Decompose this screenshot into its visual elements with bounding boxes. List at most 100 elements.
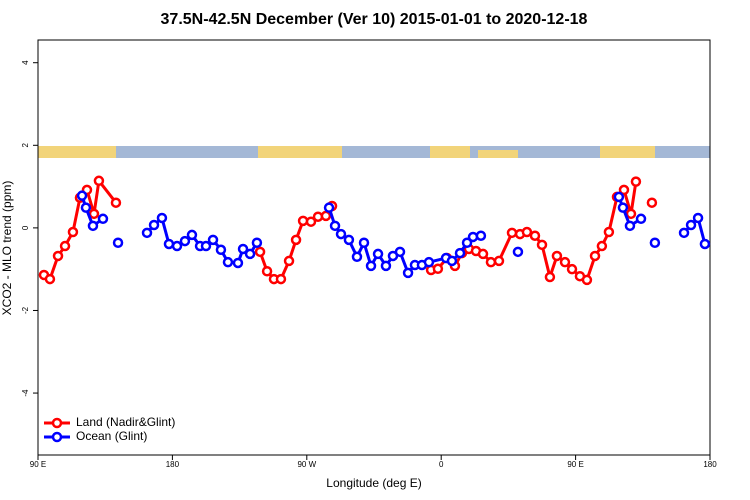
data-point bbox=[110, 197, 122, 208]
data-point bbox=[485, 256, 497, 268]
x-tick-label: 180 bbox=[703, 460, 717, 469]
y-tick-label: 0 bbox=[21, 225, 30, 230]
legend-label: Ocean (Glint) bbox=[76, 429, 147, 443]
legend-marker bbox=[51, 431, 63, 443]
data-point bbox=[254, 246, 266, 258]
land-patch bbox=[38, 146, 116, 158]
data-point bbox=[521, 226, 533, 238]
data-point bbox=[613, 191, 625, 203]
data-point bbox=[402, 267, 414, 279]
data-point bbox=[329, 220, 341, 232]
data-point bbox=[97, 213, 109, 225]
data-point bbox=[551, 250, 563, 262]
land-patch bbox=[600, 146, 655, 158]
data-point bbox=[536, 239, 548, 251]
data-point bbox=[67, 226, 79, 238]
y-axis-label: XCO2 - MLO trend (ppm) bbox=[0, 181, 14, 316]
data-point bbox=[625, 208, 637, 220]
data-point bbox=[52, 250, 64, 262]
data-point bbox=[446, 255, 458, 267]
data-point bbox=[112, 237, 124, 249]
data-point bbox=[305, 216, 317, 227]
data-point bbox=[461, 237, 473, 249]
data-point bbox=[171, 240, 183, 252]
data-point bbox=[335, 228, 347, 240]
data-point bbox=[566, 263, 578, 275]
data-point bbox=[617, 202, 629, 213]
data-point bbox=[423, 256, 435, 268]
data-point bbox=[261, 265, 273, 277]
data-point bbox=[148, 219, 160, 231]
data-point bbox=[275, 273, 287, 285]
data-point bbox=[237, 243, 249, 255]
y-tick-label: 4 bbox=[21, 60, 30, 65]
data-point bbox=[589, 250, 601, 262]
x-tick-label: 90 W bbox=[297, 460, 316, 469]
data-point bbox=[87, 220, 99, 232]
data-point bbox=[200, 240, 212, 252]
data-point bbox=[544, 271, 556, 283]
data-point bbox=[603, 226, 615, 238]
data-point bbox=[320, 210, 332, 222]
data-point bbox=[624, 220, 636, 232]
data-point bbox=[44, 273, 56, 285]
y-tick-label: -2 bbox=[21, 306, 30, 314]
legend-marker bbox=[51, 417, 63, 429]
data-point bbox=[365, 260, 377, 272]
data-point bbox=[581, 274, 593, 286]
data-point bbox=[80, 202, 92, 213]
data-point bbox=[358, 237, 370, 249]
data-point bbox=[394, 246, 406, 258]
legend-label: Land (Nadir&Glint) bbox=[76, 415, 175, 429]
data-point bbox=[232, 257, 244, 269]
y-tick-label: -4 bbox=[21, 389, 30, 397]
data-point bbox=[343, 234, 355, 246]
data-point bbox=[141, 227, 153, 239]
data-point bbox=[432, 263, 444, 275]
land-patch bbox=[258, 146, 342, 158]
x-axis-label: Longitude (deg E) bbox=[326, 476, 421, 490]
data-point bbox=[635, 213, 647, 225]
data-point bbox=[699, 238, 711, 250]
data-point bbox=[692, 212, 704, 224]
data-point bbox=[493, 255, 505, 267]
data-point bbox=[506, 227, 518, 239]
data-point bbox=[380, 260, 392, 272]
data-point bbox=[372, 248, 384, 260]
land-patch bbox=[478, 150, 518, 158]
data-point bbox=[207, 234, 219, 246]
data-point bbox=[88, 208, 100, 220]
x-tick-label: 180 bbox=[166, 460, 180, 469]
data-point bbox=[76, 190, 88, 201]
data-point bbox=[678, 227, 690, 239]
data-point bbox=[454, 247, 466, 259]
data-point bbox=[179, 235, 191, 247]
plot-frame bbox=[37, 39, 711, 456]
data-point bbox=[646, 197, 658, 208]
data-point bbox=[215, 244, 227, 256]
data-point bbox=[351, 251, 363, 263]
data-point bbox=[529, 230, 541, 241]
x-tick-label: 90 E bbox=[567, 460, 583, 469]
data-point bbox=[630, 176, 642, 187]
x-tick-label: 0 bbox=[439, 460, 444, 469]
data-point bbox=[290, 234, 302, 246]
land-ocean-strip bbox=[38, 146, 710, 158]
data-point bbox=[156, 212, 168, 224]
data-point bbox=[477, 248, 489, 260]
data-point bbox=[618, 184, 630, 196]
data-point bbox=[186, 229, 198, 241]
data-point bbox=[467, 231, 479, 243]
data-point bbox=[93, 175, 105, 187]
data-point bbox=[475, 230, 487, 241]
data-point bbox=[685, 219, 697, 231]
data-point bbox=[323, 202, 335, 213]
data-point bbox=[596, 240, 608, 252]
ocean-strip bbox=[38, 146, 710, 158]
chart-title: 37.5N-42.5N December (Ver 10) 2015-01-01… bbox=[161, 11, 588, 28]
x-tick-label: 90 E bbox=[30, 460, 46, 469]
data-point bbox=[222, 256, 234, 268]
land-patch bbox=[430, 146, 470, 158]
data-point bbox=[649, 237, 661, 249]
